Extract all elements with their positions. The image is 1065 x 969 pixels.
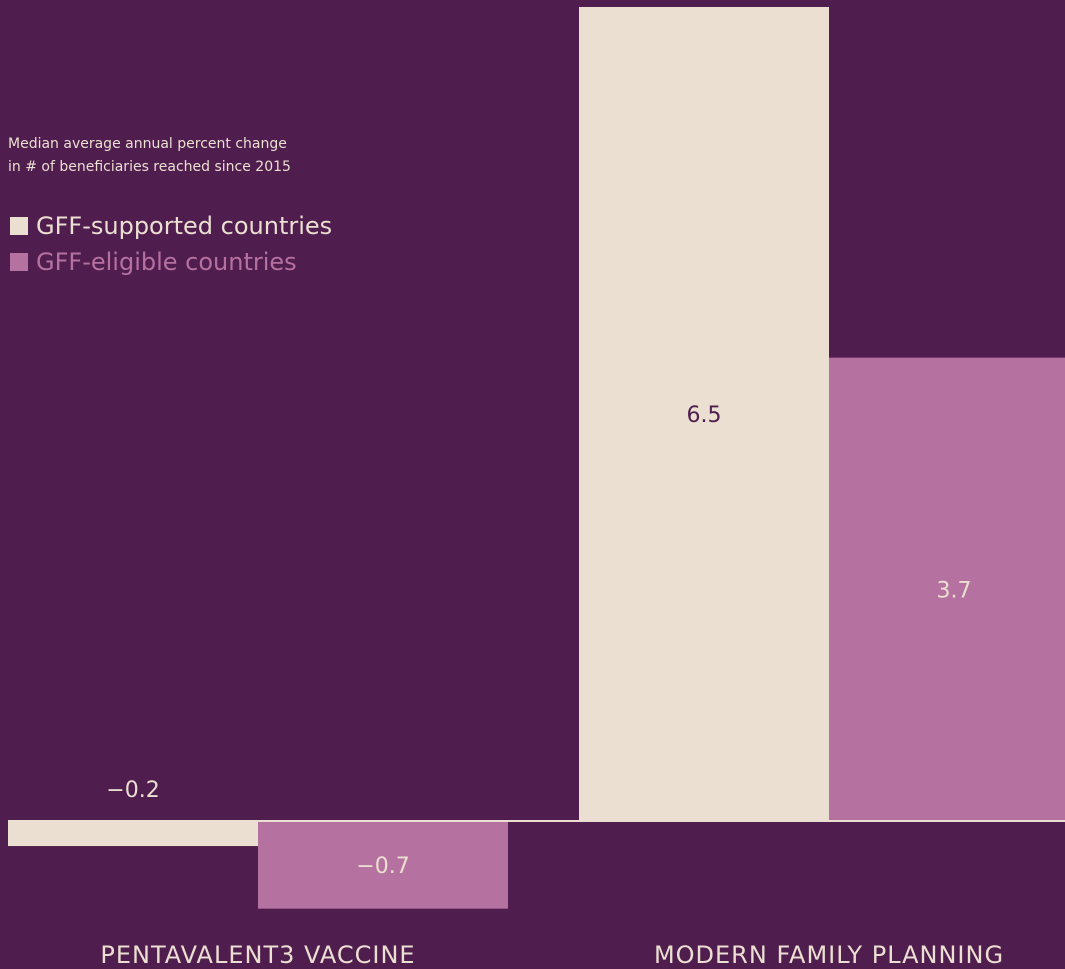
bar-eligible-family-planning [829, 357, 1065, 821]
legend-label-supported: GFF-supported countries [36, 212, 333, 240]
bar-eligible-pentavalent3 [258, 821, 508, 909]
chart-subtitle: Median average annual percent change in … [8, 133, 388, 179]
value-label-eligible-family-planning: 3.7 [937, 578, 972, 603]
legend-label-eligible: GFF-eligible countries [36, 248, 297, 276]
bar-supported-family-planning [579, 7, 829, 821]
value-label-eligible-pentavalent3: −0.7 [356, 854, 409, 879]
subtitle-line-1: Median average annual percent change [8, 136, 287, 152]
bar-supported-pentavalent3 [8, 821, 258, 847]
legend-swatch-supported [10, 217, 28, 235]
value-label-supported-family-planning: 6.5 [687, 403, 722, 428]
value-label-supported-pentavalent3: −0.2 [106, 778, 159, 803]
legend-swatch-eligible [10, 253, 28, 271]
chart-legend: GFF-supported countries GFF-eligible cou… [10, 208, 332, 280]
category-label-family-planning: MODERN FAMILY PLANNING [654, 941, 1004, 969]
legend-item-eligible: GFF-eligible countries [10, 244, 332, 280]
legend-item-supported: GFF-supported countries [10, 208, 332, 244]
subtitle-line-2: in # of beneficiaries reached since 2015 [8, 159, 291, 175]
category-label-pentavalent3: PENTAVALENT3 VACCINE [100, 941, 415, 969]
